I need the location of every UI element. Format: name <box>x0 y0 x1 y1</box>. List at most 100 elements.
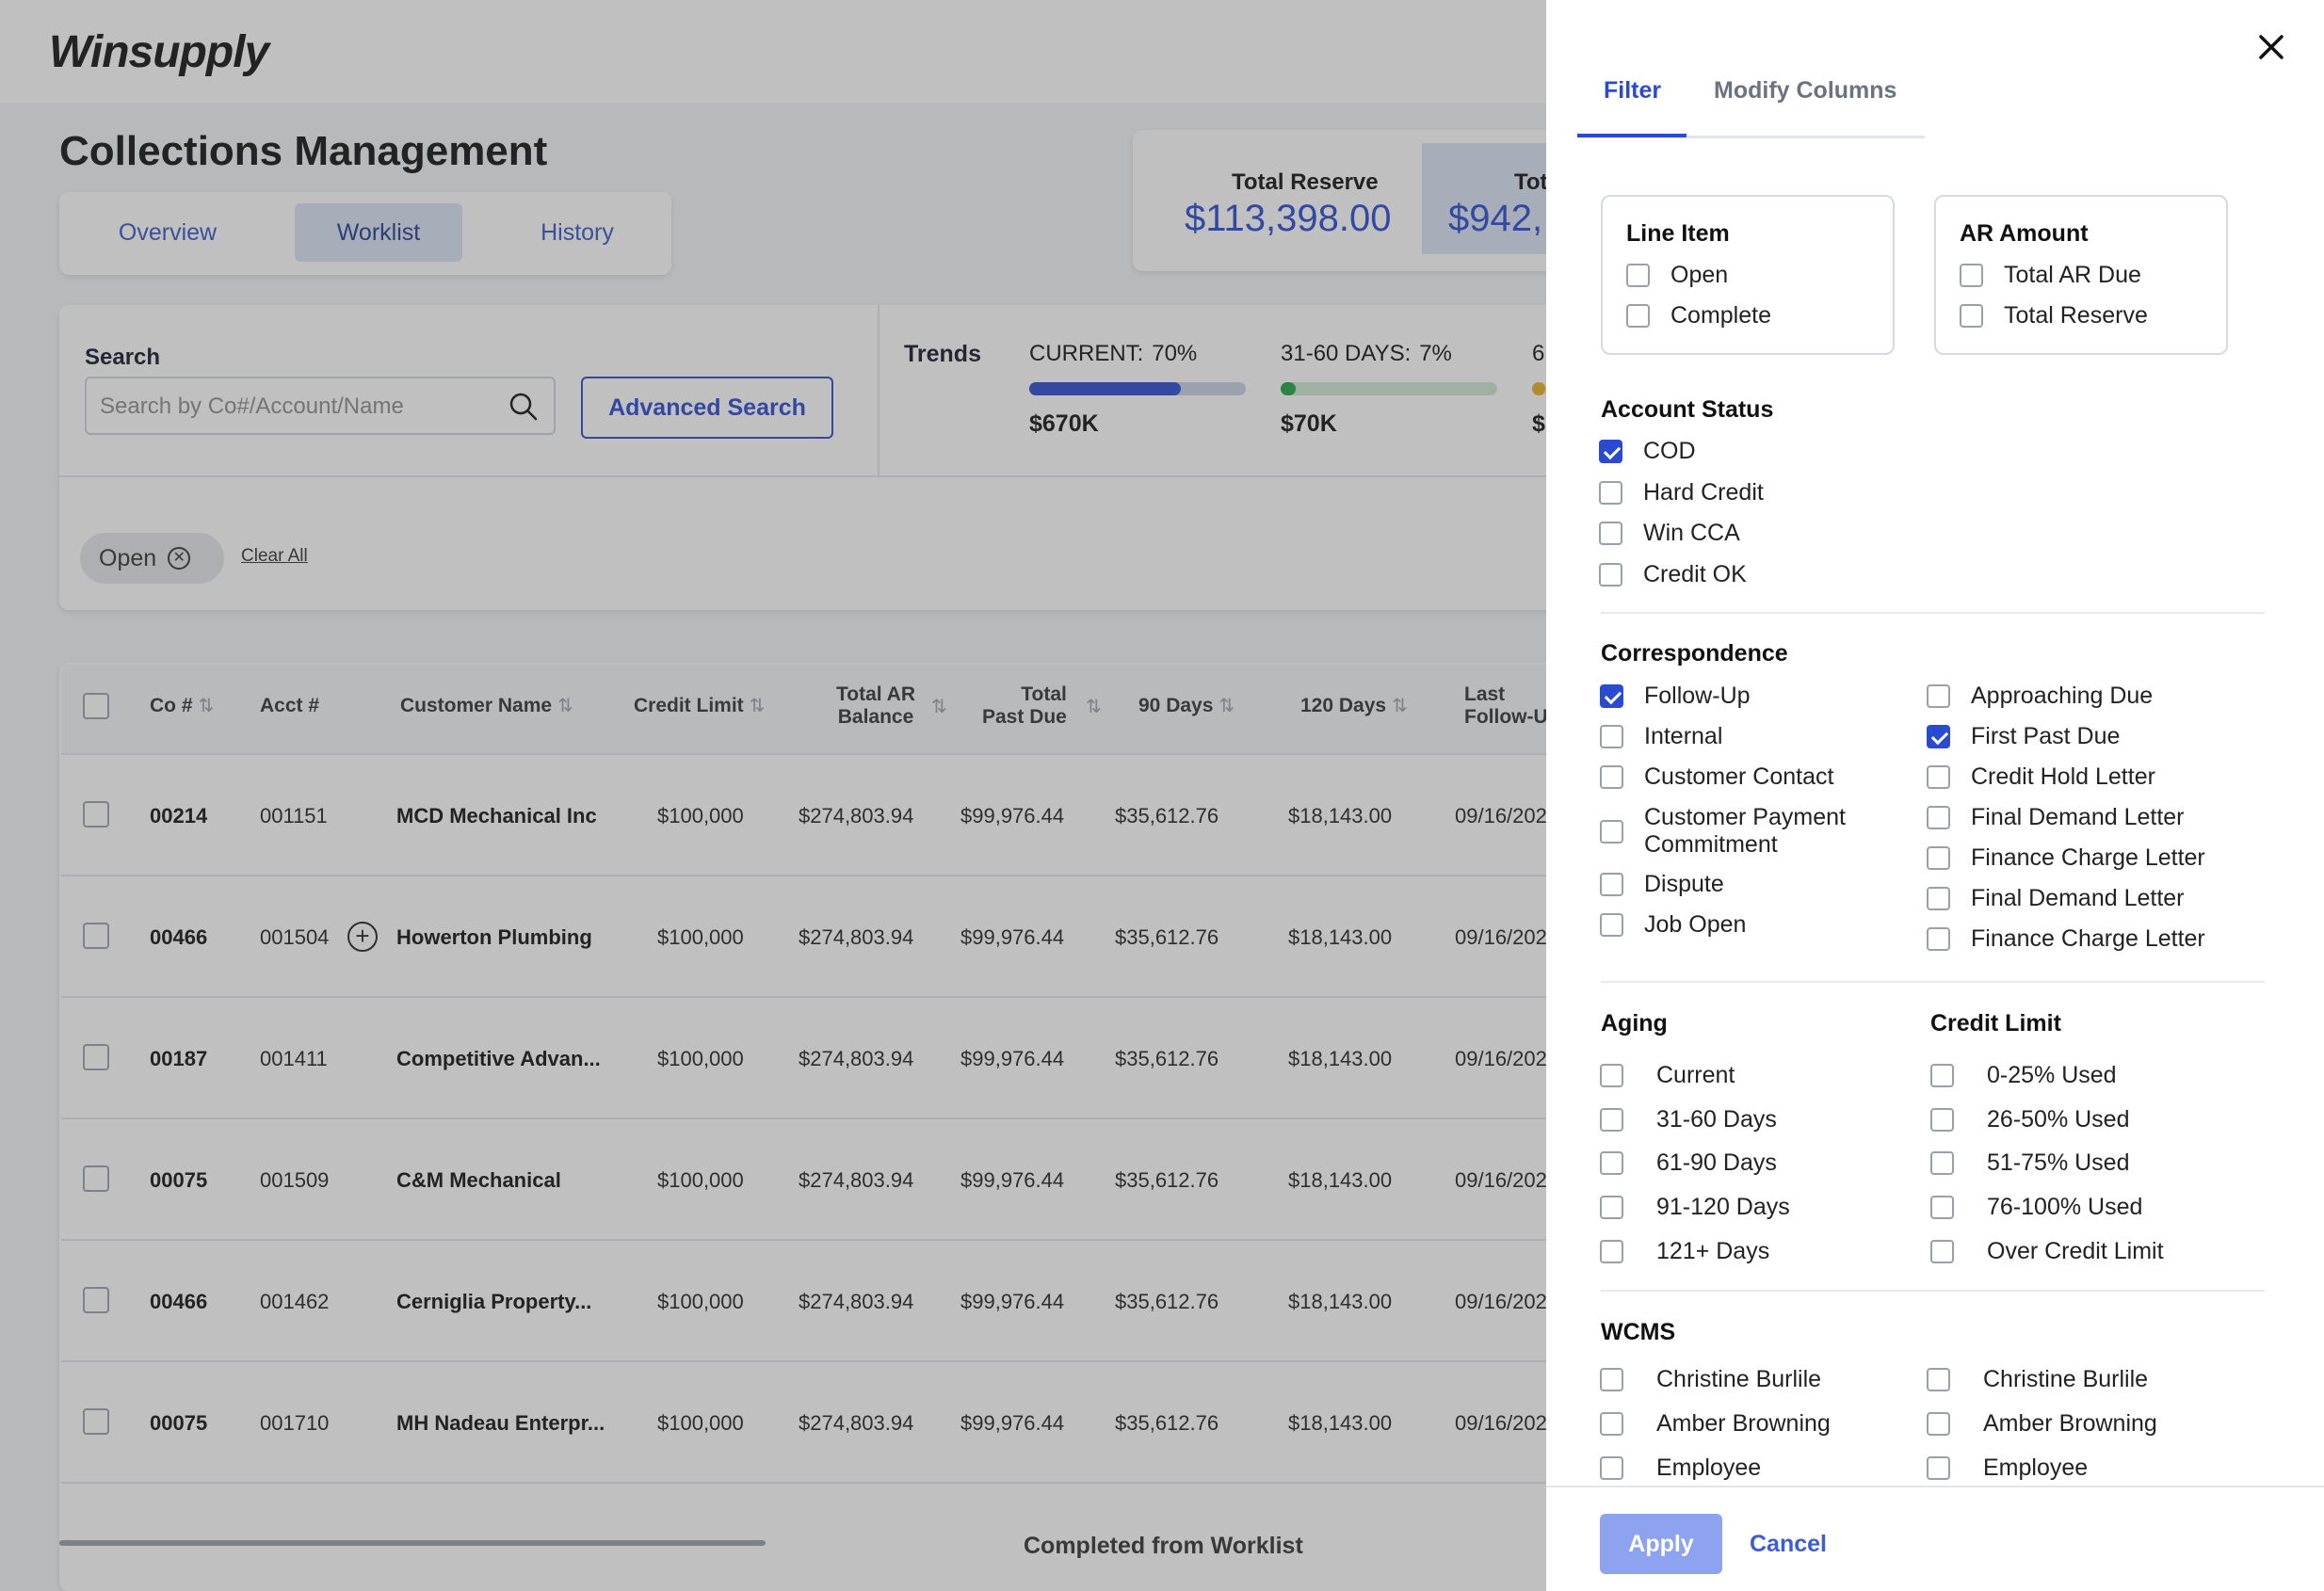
line-item-option[interactable]: Complete <box>1626 302 1771 329</box>
checkbox[interactable] <box>1600 1064 1623 1087</box>
correspondence-right-option[interactable]: Approaching Due <box>1927 683 2153 710</box>
col-last-follow-up[interactable]: Last Follow-U <box>1464 683 1548 728</box>
account-status-option[interactable]: Credit OK <box>1599 561 1747 588</box>
cell-customer-name[interactable]: Competitive Advan... <box>396 1047 601 1070</box>
correspondence-left-option[interactable]: Internal <box>1600 723 1722 750</box>
correspondence-left-option[interactable]: Job Open <box>1600 911 1746 939</box>
wcms-right-option[interactable]: Employee <box>1927 1454 2088 1482</box>
add-circle-icon[interactable]: + <box>347 922 378 952</box>
ar-amount-option[interactable]: Total Reserve <box>1960 302 2148 329</box>
checkbox[interactable] <box>1599 522 1622 545</box>
account-status-option[interactable]: Hard Credit <box>1599 479 1764 506</box>
cell-customer-name[interactable]: Howerton Plumbing <box>396 925 592 949</box>
col-co[interactable]: Co # ⇅ <box>150 695 215 716</box>
correspondence-right-option[interactable]: Credit Hold Letter <box>1927 763 2155 791</box>
checkbox[interactable] <box>1930 1151 1954 1176</box>
aging-option[interactable]: Current <box>1600 1062 1735 1089</box>
sort-icon[interactable]: ⇅ <box>931 697 947 717</box>
sort-icon[interactable]: ⇅ <box>1218 696 1235 716</box>
correspondence-right-option[interactable]: Finance Charge Letter <box>1927 844 2205 872</box>
cell-customer-name[interactable]: Cerniglia Property... <box>396 1290 592 1313</box>
checkbox[interactable] <box>1599 440 1622 463</box>
cancel-button[interactable]: Cancel <box>1750 1514 1827 1574</box>
col-acct[interactable]: Acct # <box>260 695 320 716</box>
account-status-option[interactable]: Win CCA <box>1599 520 1740 547</box>
checkbox[interactable] <box>1599 480 1622 505</box>
correspondence-left-option[interactable]: Dispute <box>1600 871 1724 898</box>
checkbox[interactable] <box>1600 725 1623 748</box>
aging-option[interactable]: 121+ Days <box>1600 1238 1769 1265</box>
row-checkbox[interactable] <box>83 923 109 949</box>
checkbox[interactable] <box>1927 887 1950 910</box>
wcms-left-option[interactable]: Christine Burlile <box>1600 1366 1821 1393</box>
search-input[interactable] <box>100 392 495 422</box>
checkbox[interactable] <box>1927 1368 1950 1391</box>
account-status-option[interactable]: COD <box>1599 438 1696 465</box>
checkbox[interactable] <box>1927 927 1950 951</box>
clear-all-link[interactable]: Clear All <box>241 546 308 566</box>
tab-filter[interactable]: Filter <box>1604 77 1662 104</box>
search-icon[interactable] <box>508 392 539 422</box>
checkbox[interactable] <box>1599 562 1622 587</box>
tab-overview[interactable]: Overview <box>118 219 218 246</box>
sort-icon[interactable]: ⇅ <box>198 696 215 716</box>
cell-customer-name[interactable]: C&M Mechanical <box>396 1168 561 1192</box>
correspondence-right-option[interactable]: First Past Due <box>1927 723 2120 750</box>
row-checkbox[interactable] <box>83 1044 109 1070</box>
horizontal-scrollbar[interactable] <box>59 1540 766 1546</box>
row-checkbox[interactable] <box>83 1165 109 1192</box>
correspondence-right-option[interactable]: Final Demand Letter <box>1927 804 2185 831</box>
wcms-right-option[interactable]: Amber Browning <box>1927 1410 2157 1438</box>
row-checkbox[interactable] <box>83 1408 109 1435</box>
checkbox[interactable] <box>1927 684 1950 708</box>
col-total-ar[interactable]: Total AR Balance <box>836 683 915 728</box>
sort-icon[interactable]: ⇅ <box>1086 697 1102 717</box>
col-90-days[interactable]: 90 Days ⇅ <box>1138 695 1235 716</box>
credit-limit-option[interactable]: 76-100% Used <box>1930 1194 2142 1221</box>
wcms-left-option[interactable]: Employee <box>1600 1454 1761 1482</box>
close-icon[interactable] <box>2258 34 2284 60</box>
correspondence-left-option[interactable]: Customer Contact <box>1600 763 1833 791</box>
wcms-left-option[interactable]: Amber Browning <box>1600 1410 1831 1438</box>
checkbox[interactable] <box>1600 1239 1623 1263</box>
col-120-days[interactable]: 120 Days ⇅ <box>1300 695 1408 716</box>
checkbox[interactable] <box>1600 765 1623 789</box>
row-checkbox[interactable] <box>83 801 109 828</box>
checkbox[interactable] <box>1960 304 1983 328</box>
correspondence-left-option[interactable]: Follow-Up <box>1600 683 1751 710</box>
cell-customer-name[interactable]: MCD Mechanical Inc <box>396 804 597 828</box>
tab-worklist[interactable]: Worklist <box>295 203 462 262</box>
checkbox[interactable] <box>1927 765 1950 789</box>
checkbox[interactable] <box>1600 819 1623 844</box>
cell-customer-name[interactable]: MH Nadeau Enterpr... <box>396 1411 605 1435</box>
checkbox[interactable] <box>1600 1196 1623 1220</box>
tab-modify-columns[interactable]: Modify Columns <box>1714 77 1897 104</box>
checkbox[interactable] <box>1626 304 1650 328</box>
checkbox[interactable] <box>1600 1368 1623 1391</box>
line-item-option[interactable]: Open <box>1626 262 1728 289</box>
checkbox[interactable] <box>1930 1064 1954 1087</box>
wcms-right-option[interactable]: Christine Burlile <box>1927 1366 2148 1393</box>
checkbox[interactable] <box>1927 725 1950 748</box>
credit-limit-option[interactable]: 51-75% Used <box>1930 1149 2129 1177</box>
checkbox[interactable] <box>1960 264 1983 287</box>
checkbox[interactable] <box>1600 1107 1623 1132</box>
checkbox[interactable] <box>1626 264 1650 287</box>
checkbox[interactable] <box>1927 846 1950 870</box>
checkbox[interactable] <box>1600 913 1623 937</box>
credit-limit-option[interactable]: Over Credit Limit <box>1930 1238 2164 1265</box>
winsupply-logo[interactable]: Winsupply <box>49 27 269 77</box>
credit-limit-option[interactable]: 0-25% Used <box>1930 1062 2117 1089</box>
checkbox[interactable] <box>1930 1239 1954 1263</box>
aging-option[interactable]: 31-60 Days <box>1600 1106 1777 1133</box>
row-checkbox[interactable] <box>83 1287 109 1313</box>
checkbox[interactable] <box>1930 1196 1954 1220</box>
checkbox[interactable] <box>1927 806 1950 829</box>
filter-chip-open[interactable]: Open ✕ <box>80 533 224 584</box>
close-circle-icon[interactable]: ✕ <box>168 547 191 570</box>
sort-icon[interactable]: ⇅ <box>749 696 766 716</box>
checkbox[interactable] <box>1600 873 1623 896</box>
checkbox[interactable] <box>1930 1107 1954 1132</box>
advanced-search-button[interactable]: Advanced Search <box>581 377 833 439</box>
correspondence-right-option[interactable]: Finance Charge Letter <box>1927 925 2205 953</box>
